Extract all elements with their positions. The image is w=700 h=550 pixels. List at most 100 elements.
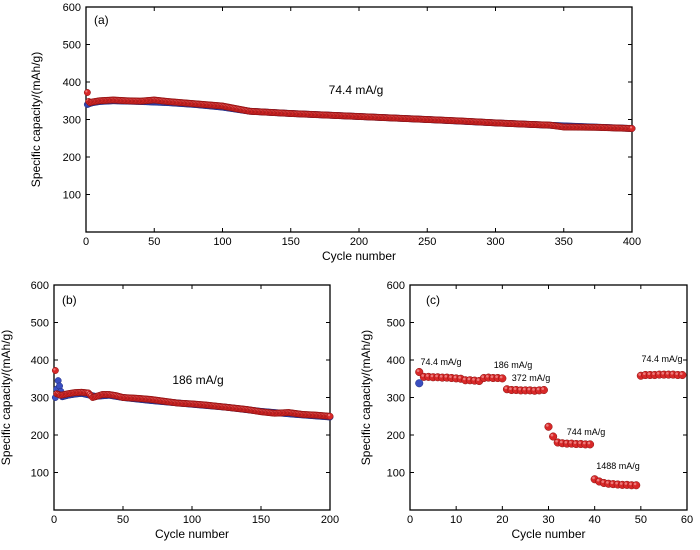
rate-annotation: 74.4 mA/g: [641, 354, 682, 364]
data-point-highlight: [453, 375, 457, 379]
data-point-highlight: [476, 378, 480, 382]
y-tick-label: 200: [387, 430, 405, 442]
x-tick-label: 50: [117, 514, 129, 526]
data-point-highlight: [582, 441, 586, 445]
x-axis-label: Cycle number: [155, 527, 229, 541]
data-point-highlight: [661, 371, 665, 375]
x-tick-label: 0: [407, 514, 413, 526]
data-point-highlight: [425, 374, 429, 377]
x-tick-label: 400: [623, 236, 641, 248]
data-point-highlight: [472, 377, 475, 381]
data-point-highlight: [596, 478, 600, 482]
data-point-highlight: [656, 371, 660, 375]
y-tick-label: 400: [31, 355, 49, 367]
data-point: [586, 440, 595, 449]
data-point-highlight: [679, 372, 683, 376]
data-point-highlight: [458, 376, 461, 379]
panel-b: 0 50 100 150 200 100 200 300 400 500 600 Cycle numb…: [0, 280, 339, 541]
data-point-highlight: [610, 481, 614, 485]
data-point-highlight: [573, 441, 577, 445]
data-point-highlight: [592, 476, 595, 480]
y-tick-label: 300: [63, 115, 81, 127]
data-point-highlight: [546, 424, 549, 427]
panel-c: 0 10 20 30 40 50 60 100 200 300 400 500 600 Cycle num…: [359, 280, 693, 541]
y-axis-label: Specific capacity/(mAh/g): [359, 330, 373, 465]
y-tick-label: 200: [63, 152, 81, 164]
y-tick-label: 100: [63, 190, 81, 202]
data-point: [539, 385, 548, 395]
data-point-highlight: [541, 387, 545, 391]
data-point-highlight: [578, 441, 582, 445]
data-point-highlight: [606, 481, 609, 484]
panel-a: 0 50 100 150 200 250 300 350 400 100 200 300 400 500 6…: [29, 2, 641, 263]
data-point-highlight: [53, 368, 56, 371]
data-point-highlight: [495, 375, 498, 379]
data-point-highlight: [421, 374, 425, 377]
x-tick-label: 60: [681, 514, 693, 526]
y-tick-label: 400: [63, 77, 81, 89]
data-point-highlight: [449, 375, 452, 379]
y-tick-label: 600: [387, 280, 405, 292]
x-tick-label: 50: [148, 236, 160, 248]
data-point-highlight: [486, 374, 489, 378]
data-point-highlight: [675, 372, 678, 376]
data-point-highlight: [615, 481, 618, 485]
data-point-highlight: [444, 374, 448, 378]
data-point-highlight: [522, 387, 526, 391]
x-tick-label: 0: [83, 236, 89, 248]
data-point: [83, 89, 91, 96]
data-point-highlight: [416, 369, 420, 373]
data-point-highlight: [666, 371, 669, 375]
series-charge: [415, 379, 424, 388]
data-point-highlight: [504, 386, 508, 390]
plot-frame: [409, 284, 688, 511]
y-tick-label: 600: [31, 280, 49, 292]
y-tick-label: 500: [63, 40, 81, 52]
data-point: [544, 422, 553, 431]
data-point-highlight: [550, 433, 554, 437]
data-point-highlight: [647, 372, 651, 376]
series-discharge: [51, 367, 334, 420]
data-point-highlight: [462, 377, 466, 381]
x-tick-label: 20: [496, 514, 508, 526]
x-axis-label: Cycle number: [511, 527, 585, 541]
x-tick-label: 250: [418, 236, 436, 248]
x-tick-label: 150: [282, 236, 300, 248]
x-tick-label: 300: [486, 236, 504, 248]
data-point-highlight: [564, 440, 568, 444]
rate-annotation: 372 mA/g: [512, 373, 551, 383]
y-axis-label: Specific capacity/(mAh/g): [0, 330, 13, 465]
panel-label: (c): [426, 293, 440, 307]
series-discharge: [83, 89, 636, 132]
data-point-highlight: [601, 480, 605, 484]
y-tick-label: 600: [63, 2, 81, 14]
data-point-highlight: [624, 482, 628, 485]
y-tick-label: 100: [31, 468, 49, 480]
x-tick-label: 10: [450, 514, 462, 526]
data-point-highlight: [430, 374, 434, 378]
data-point: [51, 367, 59, 374]
x-tick-label: 200: [350, 236, 368, 248]
x-tick-label: 100: [213, 236, 231, 248]
series-discharge: [415, 367, 687, 490]
data-point-highlight: [670, 371, 674, 375]
x-tick-label: 40: [589, 514, 601, 526]
panel-label: (b): [62, 293, 77, 307]
data-point-highlight: [629, 126, 633, 129]
y-tick-label: 100: [387, 468, 405, 480]
y-tick-label: 300: [387, 393, 405, 405]
data-point-highlight: [619, 482, 623, 485]
data-point-highlight: [481, 375, 485, 379]
data-point: [678, 370, 687, 380]
rate-annotation: 1488 mA/g: [596, 461, 640, 471]
x-tick-label: 30: [542, 514, 554, 526]
x-tick-label: 50: [635, 514, 647, 526]
data-point-highlight: [559, 440, 563, 444]
y-tick-label: 200: [31, 430, 49, 442]
data-point-highlight: [527, 387, 531, 391]
data-point-highlight: [513, 387, 517, 391]
data-point-highlight: [499, 375, 503, 379]
data-point-highlight: [467, 377, 471, 381]
data-point-highlight: [638, 373, 642, 376]
